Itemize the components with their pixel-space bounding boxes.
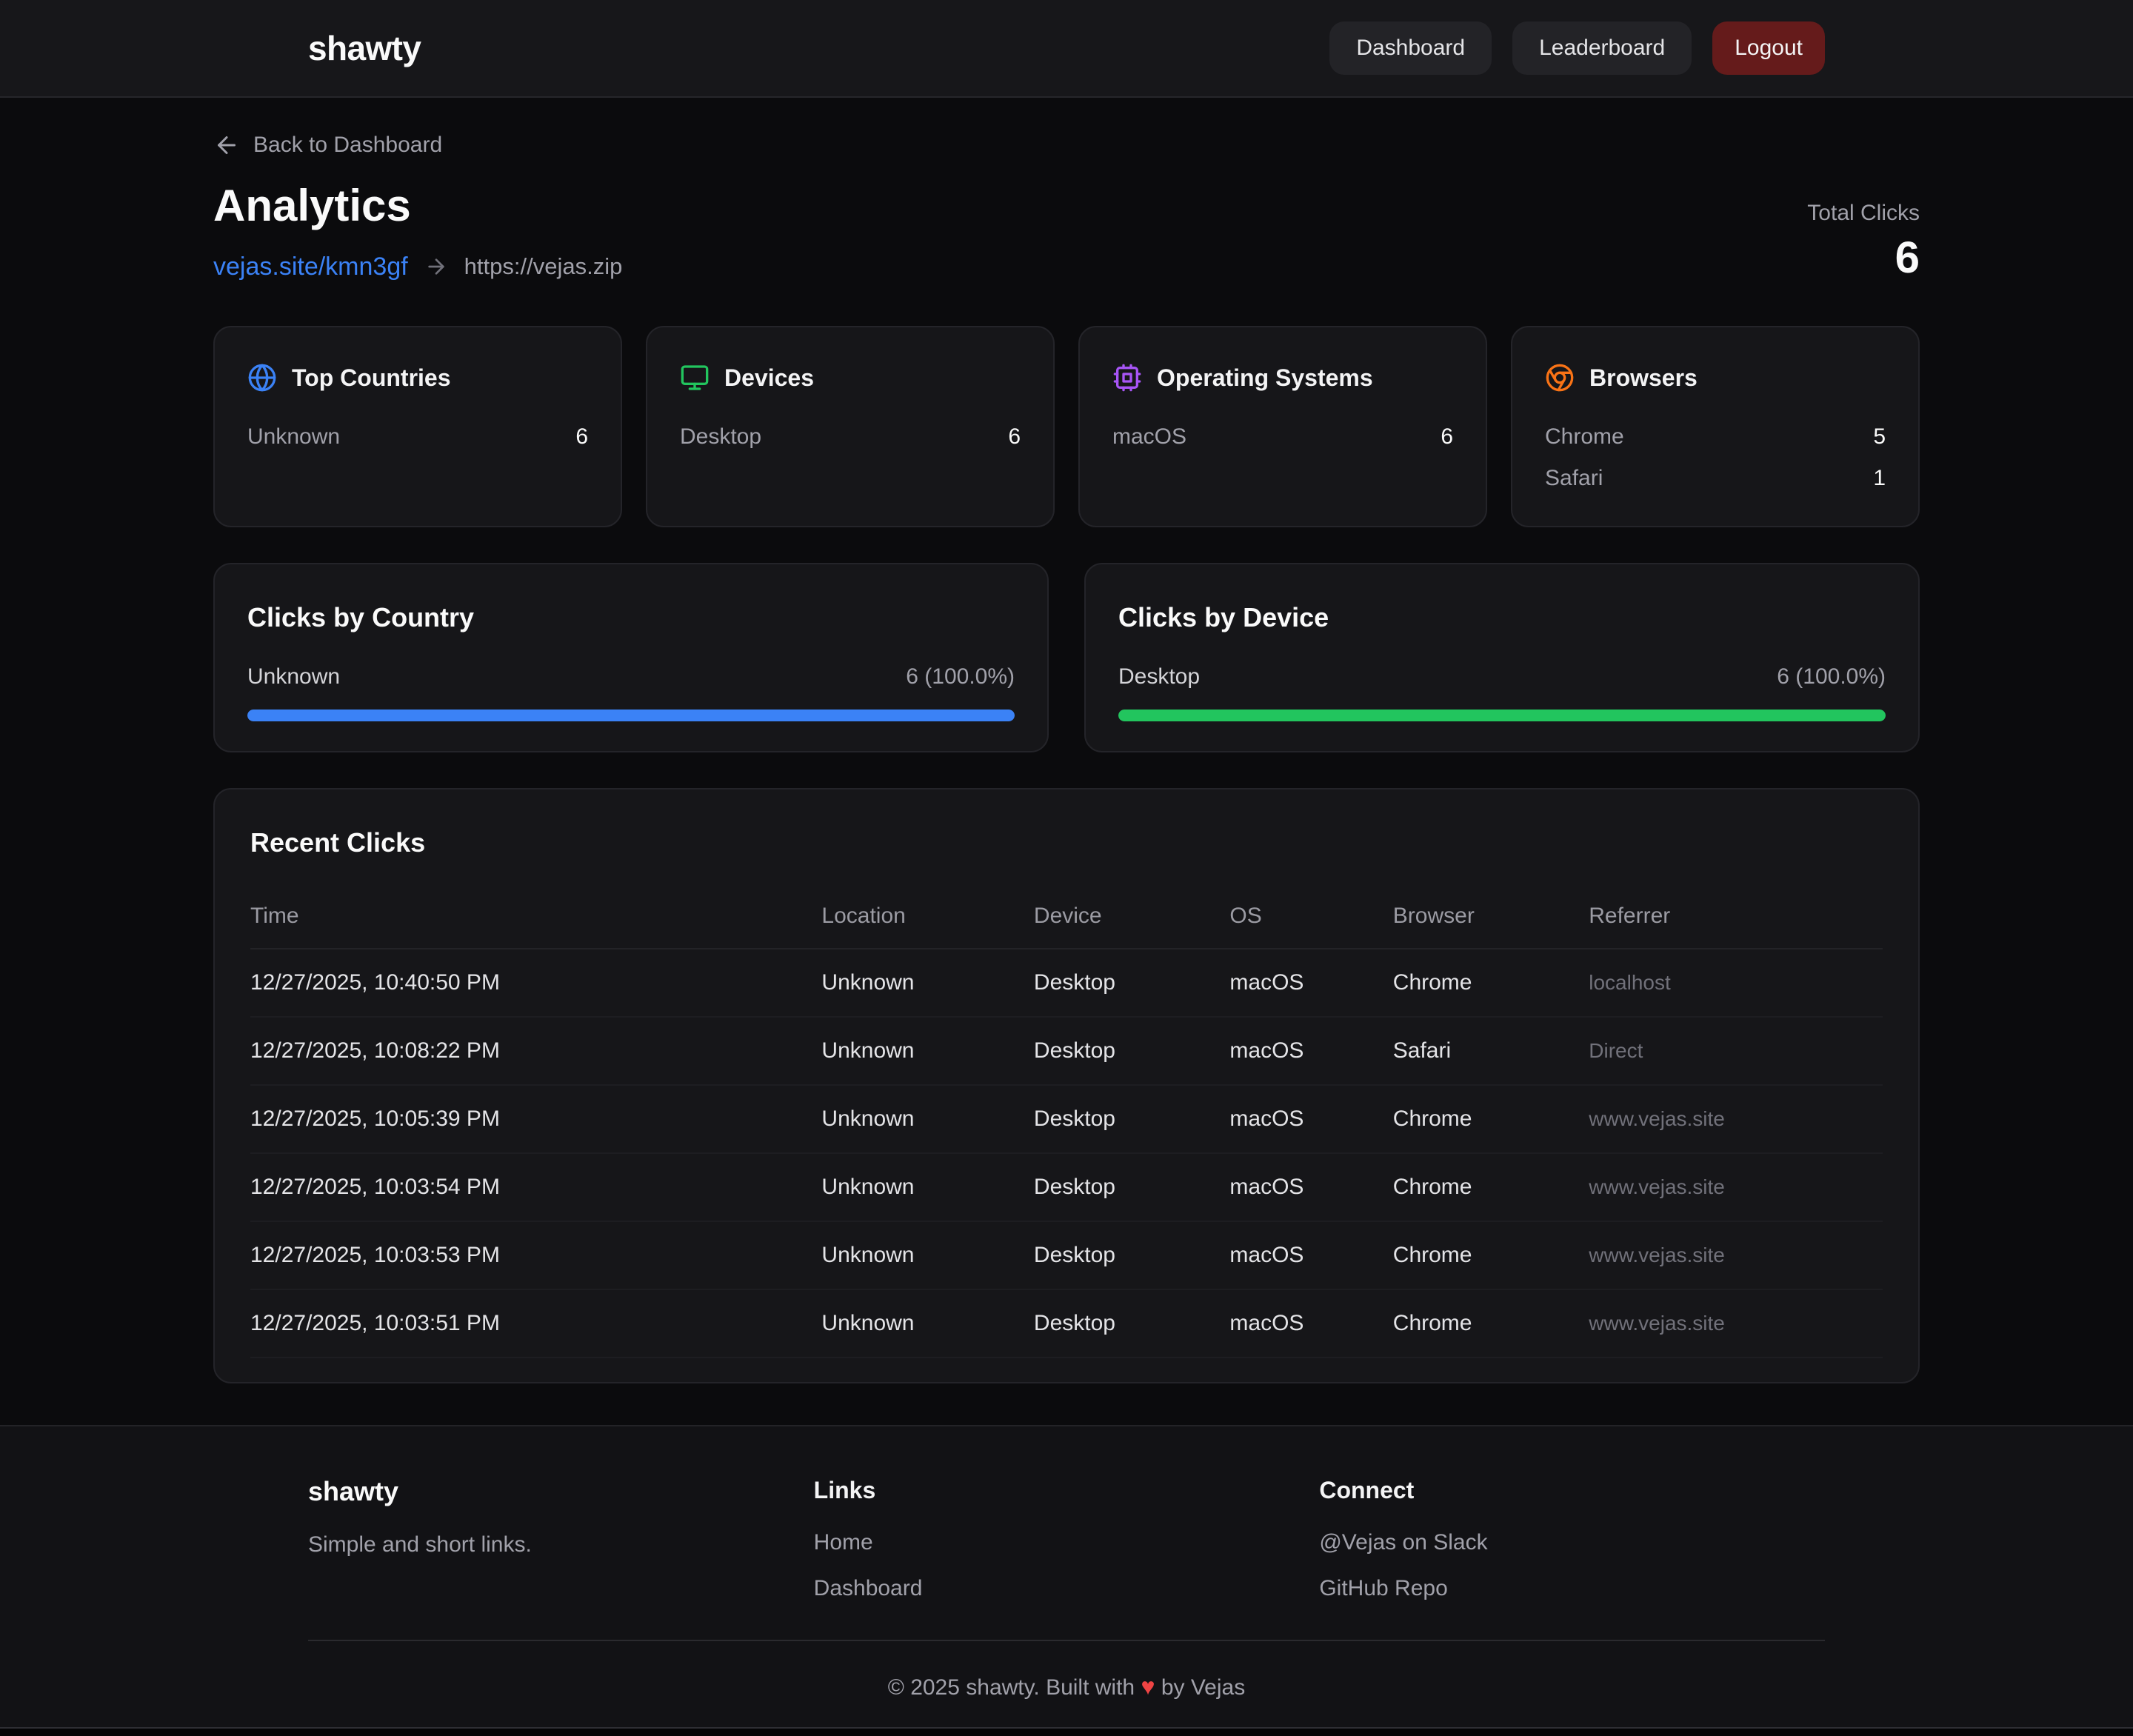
table-row: 12/27/2025, 10:40:50 PM Unknown Desktop …	[250, 949, 1883, 1017]
browsers-card: Browsers Chrome 5 Safari 1	[1511, 326, 1920, 527]
heart-icon: ♥	[1141, 1673, 1155, 1700]
footer-brand: shawty	[308, 1474, 814, 1509]
clicks-by-device-card: Clicks by Device Desktop 6 (100.0%)	[1084, 563, 1920, 752]
globe-icon	[247, 363, 277, 393]
footer-connect-heading: Connect	[1319, 1474, 1825, 1506]
chart-title: Clicks by Country	[247, 600, 1015, 635]
clicks-by-country-card: Clicks by Country Unknown 6 (100.0%)	[213, 563, 1049, 752]
chart-row: Unknown 6 (100.0%)	[247, 662, 1015, 692]
total-clicks-value: 6	[1807, 231, 1920, 284]
stat-row: Desktop 6	[680, 422, 1021, 452]
logout-button[interactable]: Logout	[1712, 21, 1825, 75]
app-window: shawty Dashboard Leaderboard Logout Back…	[0, 0, 2133, 1736]
footer-connect-block: Connect @Vejas on Slack GitHub Repo	[1319, 1474, 1825, 1604]
stat-row: Chrome 5	[1545, 422, 1886, 452]
top-countries-card: Top Countries Unknown 6	[213, 326, 622, 527]
short-url-link[interactable]: vejas.site/kmn3gf	[213, 250, 408, 283]
page-head-left: Analytics vejas.site/kmn3gf https://veja…	[213, 164, 622, 283]
col-referrer: Referrer	[1589, 890, 1883, 949]
back-to-dashboard-link[interactable]: Back to Dashboard	[213, 130, 442, 160]
chart-row: Desktop 6 (100.0%)	[1118, 662, 1886, 692]
chrome-icon	[1545, 363, 1575, 393]
top-navbar: shawty Dashboard Leaderboard Logout	[0, 0, 2133, 98]
footer-link-slack[interactable]: @Vejas on Slack	[1319, 1530, 1487, 1555]
col-location: Location	[821, 890, 1034, 949]
footer-links-heading: Links	[814, 1474, 1320, 1506]
header-nav: Dashboard Leaderboard Logout	[1329, 21, 1825, 75]
footer-link-dashboard[interactable]: Dashboard	[814, 1576, 923, 1600]
col-browser: Browser	[1393, 890, 1589, 949]
window-bottom-edge	[0, 1727, 2133, 1736]
col-device: Device	[1034, 890, 1229, 949]
stat-row: Unknown 6	[247, 422, 588, 452]
arrow-right-icon	[424, 255, 448, 278]
nav-leaderboard-button[interactable]: Leaderboard	[1512, 21, 1692, 75]
stat-card-title: Operating Systems	[1157, 363, 1373, 393]
table-row: 12/27/2025, 10:03:53 PM Unknown Desktop …	[250, 1221, 1883, 1289]
table-header-row: Time Location Device OS Browser Referrer	[250, 890, 1883, 949]
cpu-icon	[1112, 363, 1142, 393]
footer-copyright: © 2025 shawty. Built with ♥ by Vejas	[308, 1671, 1825, 1703]
footer-tagline: Simple and short links.	[308, 1530, 814, 1560]
table-row: 12/27/2025, 10:03:51 PM Unknown Desktop …	[250, 1289, 1883, 1358]
recent-clicks-table: Time Location Device OS Browser Referrer…	[250, 890, 1883, 1358]
devices-card: Devices Desktop 6	[646, 326, 1055, 527]
total-clicks-label: Total Clicks	[1807, 198, 1920, 228]
footer-links-block: Links Home Dashboard	[814, 1474, 1320, 1604]
footer-link-github[interactable]: GitHub Repo	[1319, 1576, 1447, 1600]
arrow-left-icon	[213, 132, 240, 158]
brand-logo: shawty	[308, 28, 421, 68]
link-summary: vejas.site/kmn3gf https://vejas.zip	[213, 250, 622, 283]
footer-brand-block: shawty Simple and short links.	[308, 1474, 814, 1604]
monitor-icon	[680, 363, 710, 393]
country-progress-bar	[247, 710, 1015, 721]
table-row: 12/27/2025, 10:05:39 PM Unknown Desktop …	[250, 1085, 1883, 1153]
stat-card-title: Top Countries	[292, 363, 451, 393]
page-title: Analytics	[213, 179, 622, 233]
stat-card-title: Browsers	[1589, 363, 1698, 393]
col-os: OS	[1229, 890, 1392, 949]
recent-clicks-title: Recent Clicks	[250, 825, 1883, 861]
table-row: 12/27/2025, 10:03:54 PM Unknown Desktop …	[250, 1153, 1883, 1221]
page-footer: shawty Simple and short links. Links Hom…	[0, 1425, 2133, 1727]
chart-cards: Clicks by Country Unknown 6 (100.0%) Cli…	[213, 563, 1920, 752]
chart-title: Clicks by Device	[1118, 600, 1886, 635]
nav-dashboard-button[interactable]: Dashboard	[1329, 21, 1492, 75]
destination-url: https://vejas.zip	[464, 250, 623, 283]
footer-link-home[interactable]: Home	[814, 1530, 873, 1555]
footer-divider	[308, 1640, 1825, 1641]
stat-cards: Top Countries Unknown 6 Devices Desktop …	[213, 326, 1920, 527]
operating-systems-card: Operating Systems macOS 6	[1078, 326, 1487, 527]
analytics-page: Back to Dashboard Analytics vejas.site/k…	[213, 98, 1920, 1425]
stat-row: Safari 1	[1545, 464, 1886, 493]
total-clicks-block: Total Clicks 6	[1807, 198, 1920, 284]
recent-clicks-card: Recent Clicks Time Location Device OS Br…	[213, 788, 1920, 1383]
stat-card-title: Devices	[724, 363, 814, 393]
table-row: 12/27/2025, 10:08:22 PM Unknown Desktop …	[250, 1017, 1883, 1085]
col-time: Time	[250, 890, 821, 949]
device-progress-bar	[1118, 710, 1886, 721]
stat-row: macOS 6	[1112, 422, 1453, 452]
